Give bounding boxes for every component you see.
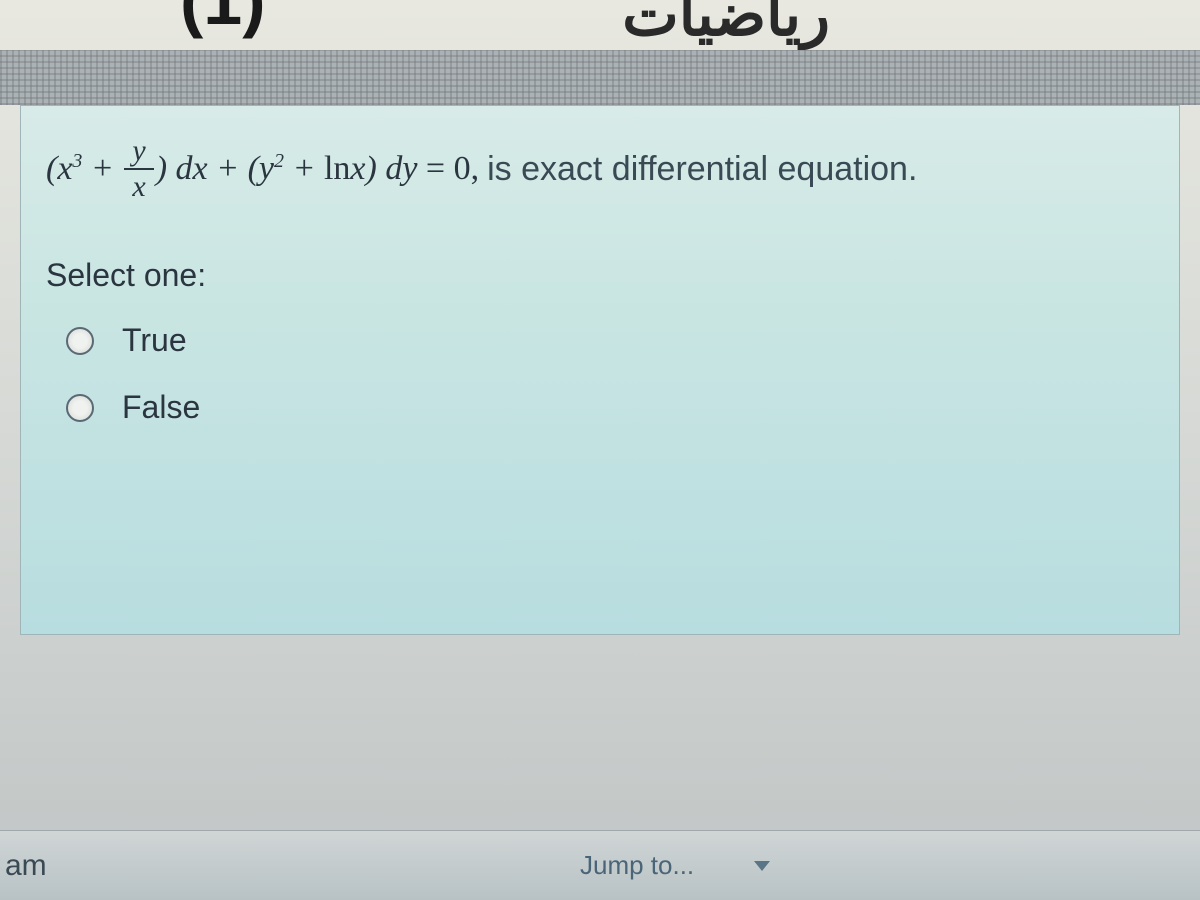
footer-nav: am Jump to... xyxy=(0,830,1200,900)
separator-band xyxy=(0,50,1200,105)
question-card: (x3 + y x ) dx + (y2 + lnx) dy = 0, is e… xyxy=(20,105,1180,635)
header-partial: (1) رياضيات xyxy=(0,0,1200,50)
equation-statement: (x3 + y x ) dx + (y2 + lnx) dy = 0, is e… xyxy=(46,136,1154,202)
radio-icon[interactable] xyxy=(66,327,94,355)
option-label-false: False xyxy=(122,389,200,426)
header-arabic-title: رياضيات xyxy=(622,0,830,50)
ln-label: ln xyxy=(324,150,350,188)
option-true-row[interactable]: True xyxy=(46,322,1154,359)
ln-arg: x xyxy=(350,150,365,188)
fraction-numerator: y xyxy=(124,136,153,170)
chevron-down-icon xyxy=(754,861,770,871)
fraction-y-over-x: y x xyxy=(124,136,153,202)
header-number-fragment: (1) xyxy=(180,0,266,40)
exp-3: 3 xyxy=(72,150,82,173)
fraction-denominator: x xyxy=(124,170,153,202)
dx-term: dx xyxy=(176,150,208,188)
statement-text: is exact differential equation. xyxy=(487,150,917,189)
exp-2: 2 xyxy=(274,150,284,173)
math-expression: (x3 + y x ) dx + (y2 + lnx) dy = 0, xyxy=(46,136,479,202)
radio-icon[interactable] xyxy=(66,394,94,422)
term-x: x xyxy=(57,150,72,188)
option-label-true: True xyxy=(122,322,187,359)
jump-to-dropdown[interactable]: Jump to... xyxy=(580,850,770,881)
jump-to-label: Jump to... xyxy=(580,850,694,881)
dy-term: dy xyxy=(385,150,417,188)
spacer xyxy=(0,635,1200,805)
nav-left-fragment[interactable]: am xyxy=(0,849,47,883)
option-false-row[interactable]: False xyxy=(46,389,1154,426)
select-one-label: Select one: xyxy=(46,257,1154,294)
term-y: y xyxy=(259,150,274,188)
equals-zero: = 0, xyxy=(426,150,479,188)
